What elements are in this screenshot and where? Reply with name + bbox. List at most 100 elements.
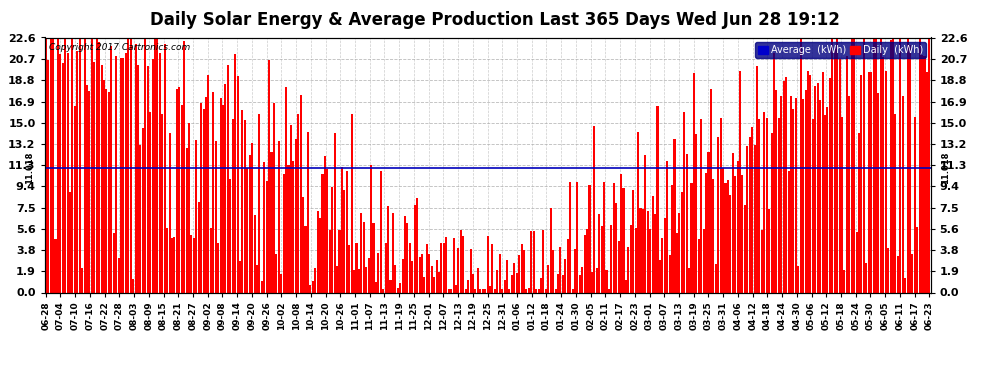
Bar — [628, 247, 630, 292]
Bar — [720, 118, 722, 292]
Bar — [64, 27, 66, 292]
Bar — [929, 27, 931, 292]
Bar — [865, 263, 867, 292]
Bar — [464, 289, 466, 292]
Bar — [712, 179, 715, 292]
Bar — [914, 117, 916, 292]
Bar — [824, 115, 826, 292]
Bar — [457, 248, 459, 292]
Bar — [805, 90, 807, 292]
Bar — [217, 243, 219, 292]
Bar — [222, 105, 224, 292]
Bar — [474, 289, 476, 292]
Bar — [305, 226, 307, 292]
Bar — [730, 195, 732, 292]
Bar — [135, 44, 137, 292]
Bar — [715, 264, 717, 292]
Bar — [885, 71, 887, 292]
Bar — [344, 190, 346, 292]
Bar — [593, 126, 595, 292]
Bar — [683, 112, 685, 292]
Bar — [501, 289, 503, 292]
Bar — [145, 27, 147, 292]
Bar — [147, 66, 148, 292]
Bar — [188, 123, 190, 292]
Bar — [894, 114, 896, 292]
Bar — [215, 141, 217, 292]
Bar — [253, 216, 255, 292]
Bar — [732, 153, 734, 292]
Bar — [477, 268, 479, 292]
Bar — [190, 235, 192, 292]
Bar — [596, 268, 598, 292]
Bar — [496, 270, 498, 292]
Bar — [339, 230, 341, 292]
Bar — [640, 207, 642, 292]
Bar — [489, 286, 491, 292]
Bar — [904, 278, 906, 292]
Bar — [540, 278, 542, 292]
Bar — [513, 263, 516, 292]
Bar — [462, 236, 464, 292]
Bar — [307, 132, 309, 292]
Bar — [426, 244, 428, 292]
Bar — [912, 254, 914, 292]
Bar — [812, 119, 814, 292]
Bar — [547, 264, 549, 292]
Bar — [123, 58, 125, 292]
Bar — [544, 289, 546, 292]
Bar — [877, 93, 879, 292]
Bar — [686, 154, 688, 292]
Bar — [392, 213, 394, 292]
Bar — [110, 46, 112, 292]
Bar — [108, 92, 110, 292]
Bar — [863, 27, 865, 292]
Bar — [688, 268, 690, 292]
Bar — [200, 104, 202, 292]
Bar — [695, 134, 697, 292]
Bar — [407, 223, 409, 292]
Bar — [319, 218, 321, 292]
Bar — [357, 269, 360, 292]
Bar — [625, 280, 627, 292]
Bar — [814, 86, 817, 292]
Bar — [549, 208, 551, 292]
Bar — [297, 114, 299, 292]
Bar — [880, 27, 882, 292]
Bar — [360, 213, 362, 292]
Bar — [268, 60, 270, 292]
Bar — [389, 280, 391, 292]
Bar — [656, 106, 658, 292]
Bar — [690, 183, 693, 292]
Bar — [372, 224, 374, 292]
Bar — [666, 160, 668, 292]
Bar — [671, 185, 673, 292]
Bar — [797, 266, 799, 292]
Bar — [125, 53, 127, 292]
Bar — [676, 233, 678, 292]
Bar — [230, 179, 232, 292]
Bar — [659, 260, 661, 292]
Bar — [443, 243, 445, 292]
Bar — [765, 118, 768, 292]
Bar — [516, 273, 518, 292]
Bar — [275, 254, 277, 292]
Bar — [870, 72, 872, 292]
Bar — [725, 183, 727, 292]
Bar — [768, 209, 770, 292]
Bar — [509, 289, 511, 292]
Text: Copyright 2017 Cartronics.com: Copyright 2017 Cartronics.com — [49, 43, 190, 52]
Bar — [606, 270, 608, 292]
Bar — [341, 167, 343, 292]
Bar — [324, 156, 326, 292]
Bar — [751, 127, 753, 292]
Bar — [528, 288, 530, 292]
Bar — [66, 53, 68, 292]
Bar — [576, 183, 578, 292]
Bar — [620, 174, 622, 292]
Bar — [273, 104, 275, 292]
Bar — [601, 226, 603, 292]
Bar — [584, 235, 586, 292]
Bar — [491, 244, 493, 292]
Bar — [630, 225, 632, 292]
